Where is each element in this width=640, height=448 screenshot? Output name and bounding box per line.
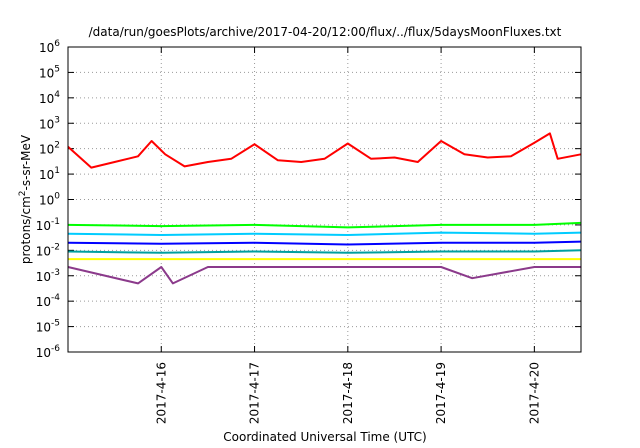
plot-frame <box>67 46 582 353</box>
y-tick-label: 102 <box>39 141 60 157</box>
x-tick-label: 2017-4-17 <box>248 362 262 424</box>
y-tick-label: 10-5 <box>36 319 60 335</box>
x-tick-label: 2017-4-20 <box>527 362 541 424</box>
y-axis-label: protons/cm2-s-sr-MeV <box>18 134 33 264</box>
x-tick-label: 2017-4-16 <box>154 362 168 424</box>
y-tick-label: 10-2 <box>36 242 60 258</box>
chart-title: /data/run/goesPlots/archive/2017-04-20/1… <box>89 25 562 39</box>
y-tick-label: 101 <box>39 166 60 182</box>
series-line-3 <box>67 231 582 236</box>
y-tick-label: 106 <box>39 39 60 55</box>
y-tick-label: 10-1 <box>36 217 60 233</box>
y-tick-label: 100 <box>39 192 60 208</box>
series-line-1 <box>67 132 582 169</box>
y-tick-label: 103 <box>39 115 60 131</box>
y-tick-label: 10-3 <box>36 268 60 284</box>
series-line-7 <box>67 266 581 285</box>
y-tick-label: 10-6 <box>36 344 61 360</box>
x-axis-ticks: 2017-4-16 2017-4-17 2017-4-18 2017-4-19 2017… <box>154 47 541 424</box>
series-line-4 <box>67 240 582 246</box>
series-group <box>67 132 582 285</box>
x-tick-label: 2017-4-18 <box>341 362 355 424</box>
series-line-2 <box>67 221 582 229</box>
series-line-5 <box>67 249 582 254</box>
grid <box>68 47 581 352</box>
x-axis-label: Coordinated Universal Time (UTC) <box>223 430 426 444</box>
y-tick-label: 10-4 <box>36 293 61 309</box>
x-tick-label: 2017-4-19 <box>434 362 448 424</box>
y-tick-label: 105 <box>39 64 60 80</box>
y-tick-label: 104 <box>39 90 60 106</box>
